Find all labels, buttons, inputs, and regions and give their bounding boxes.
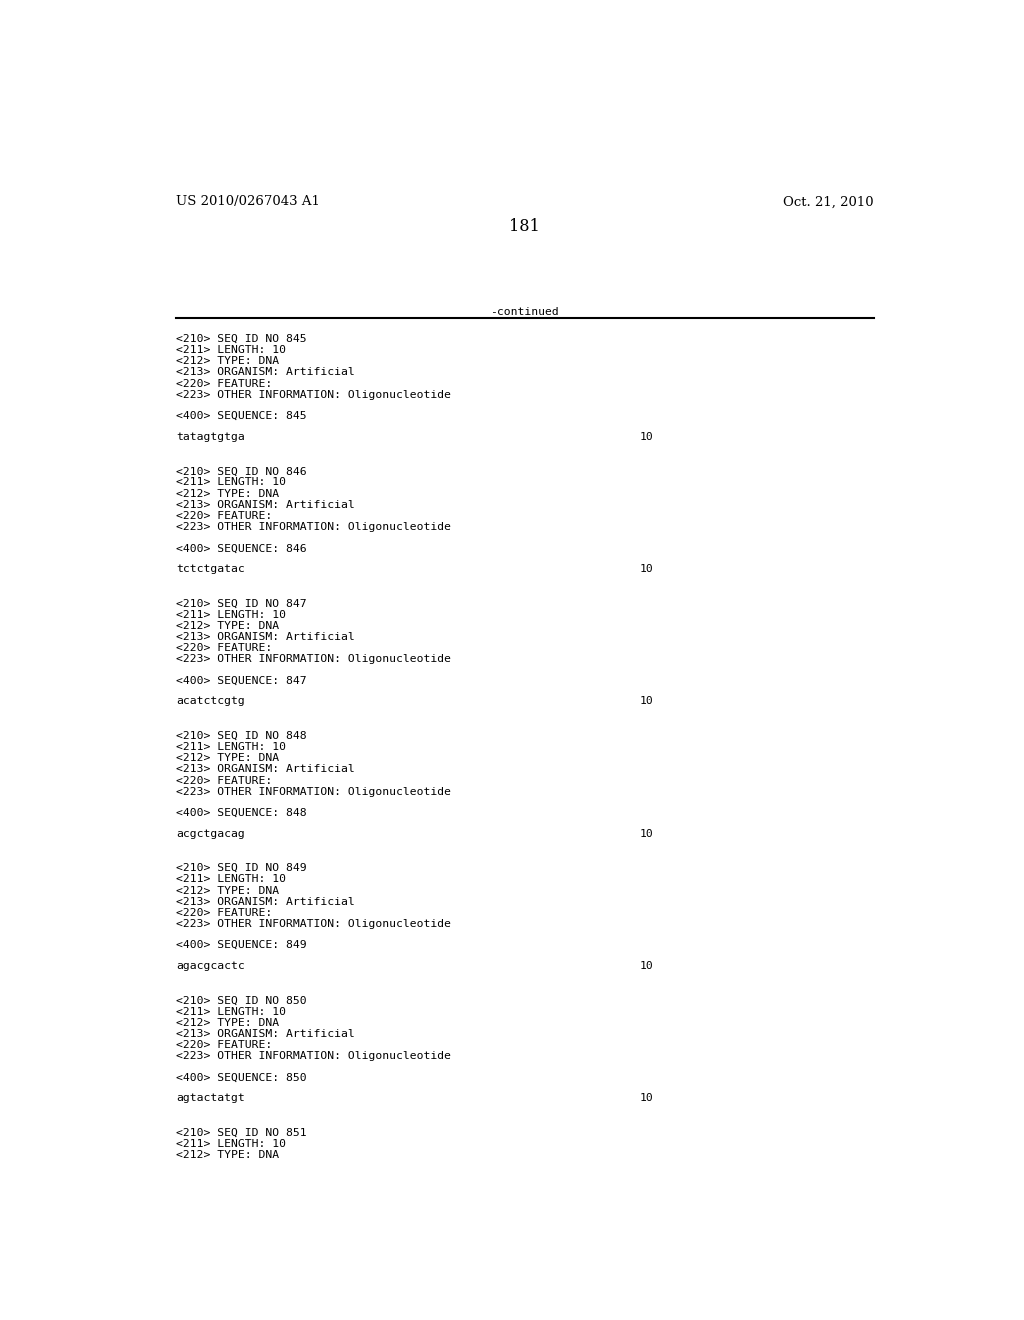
Text: <223> OTHER INFORMATION: Oligonucleotide: <223> OTHER INFORMATION: Oligonucleotide (176, 919, 451, 929)
Text: <212> TYPE: DNA: <212> TYPE: DNA (176, 1018, 280, 1028)
Text: tctctgatac: tctctgatac (176, 564, 245, 574)
Text: <220> FEATURE:: <220> FEATURE: (176, 776, 272, 785)
Text: <213> ORGANISM: Artificial: <213> ORGANISM: Artificial (176, 500, 354, 510)
Text: <210> SEQ ID NO 850: <210> SEQ ID NO 850 (176, 995, 306, 1006)
Text: <220> FEATURE:: <220> FEATURE: (176, 908, 272, 917)
Text: <211> LENGTH: 10: <211> LENGTH: 10 (176, 874, 286, 884)
Text: <210> SEQ ID NO 851: <210> SEQ ID NO 851 (176, 1127, 306, 1138)
Text: <220> FEATURE:: <220> FEATURE: (176, 379, 272, 388)
Text: 10: 10 (640, 432, 653, 442)
Text: <400> SEQUENCE: 849: <400> SEQUENCE: 849 (176, 940, 306, 950)
Text: <400> SEQUENCE: 846: <400> SEQUENCE: 846 (176, 544, 306, 553)
Text: <212> TYPE: DNA: <212> TYPE: DNA (176, 356, 280, 366)
Text: <223> OTHER INFORMATION: Oligonucleotide: <223> OTHER INFORMATION: Oligonucleotide (176, 655, 451, 664)
Text: <220> FEATURE:: <220> FEATURE: (176, 511, 272, 521)
Text: 181: 181 (509, 218, 541, 235)
Text: <213> ORGANISM: Artificial: <213> ORGANISM: Artificial (176, 896, 354, 907)
Text: <211> LENGTH: 10: <211> LENGTH: 10 (176, 1139, 286, 1148)
Text: <212> TYPE: DNA: <212> TYPE: DNA (176, 1150, 280, 1160)
Text: <212> TYPE: DNA: <212> TYPE: DNA (176, 620, 280, 631)
Text: <210> SEQ ID NO 848: <210> SEQ ID NO 848 (176, 731, 306, 741)
Text: Oct. 21, 2010: Oct. 21, 2010 (783, 195, 873, 209)
Text: <211> LENGTH: 10: <211> LENGTH: 10 (176, 1007, 286, 1016)
Text: <211> LENGTH: 10: <211> LENGTH: 10 (176, 345, 286, 355)
Text: <210> SEQ ID NO 849: <210> SEQ ID NO 849 (176, 863, 306, 874)
Text: 10: 10 (640, 1093, 653, 1104)
Text: <210> SEQ ID NO 846: <210> SEQ ID NO 846 (176, 466, 306, 477)
Text: <212> TYPE: DNA: <212> TYPE: DNA (176, 886, 280, 895)
Text: agtactatgt: agtactatgt (176, 1093, 245, 1104)
Text: -continued: -continued (490, 308, 559, 317)
Text: <220> FEATURE:: <220> FEATURE: (176, 1040, 272, 1051)
Text: 10: 10 (640, 696, 653, 706)
Text: acgctgacag: acgctgacag (176, 829, 245, 838)
Text: 10: 10 (640, 564, 653, 574)
Text: <212> TYPE: DNA: <212> TYPE: DNA (176, 754, 280, 763)
Text: <213> ORGANISM: Artificial: <213> ORGANISM: Artificial (176, 632, 354, 642)
Text: <213> ORGANISM: Artificial: <213> ORGANISM: Artificial (176, 367, 354, 378)
Text: <210> SEQ ID NO 847: <210> SEQ ID NO 847 (176, 598, 306, 609)
Text: <223> OTHER INFORMATION: Oligonucleotide: <223> OTHER INFORMATION: Oligonucleotide (176, 389, 451, 400)
Text: <400> SEQUENCE: 847: <400> SEQUENCE: 847 (176, 676, 306, 685)
Text: <213> ORGANISM: Artificial: <213> ORGANISM: Artificial (176, 764, 354, 775)
Text: <223> OTHER INFORMATION: Oligonucleotide: <223> OTHER INFORMATION: Oligonucleotide (176, 787, 451, 797)
Text: <212> TYPE: DNA: <212> TYPE: DNA (176, 488, 280, 499)
Text: <223> OTHER INFORMATION: Oligonucleotide: <223> OTHER INFORMATION: Oligonucleotide (176, 523, 451, 532)
Text: acatctcgtg: acatctcgtg (176, 696, 245, 706)
Text: <400> SEQUENCE: 848: <400> SEQUENCE: 848 (176, 808, 306, 818)
Text: <210> SEQ ID NO 845: <210> SEQ ID NO 845 (176, 334, 306, 345)
Text: <213> ORGANISM: Artificial: <213> ORGANISM: Artificial (176, 1030, 354, 1039)
Text: <211> LENGTH: 10: <211> LENGTH: 10 (176, 610, 286, 619)
Text: <211> LENGTH: 10: <211> LENGTH: 10 (176, 478, 286, 487)
Text: <223> OTHER INFORMATION: Oligonucleotide: <223> OTHER INFORMATION: Oligonucleotide (176, 1051, 451, 1061)
Text: <400> SEQUENCE: 850: <400> SEQUENCE: 850 (176, 1073, 306, 1082)
Text: agacgcactc: agacgcactc (176, 961, 245, 972)
Text: 10: 10 (640, 829, 653, 838)
Text: US 2010/0267043 A1: US 2010/0267043 A1 (176, 195, 319, 209)
Text: <220> FEATURE:: <220> FEATURE: (176, 643, 272, 653)
Text: <211> LENGTH: 10: <211> LENGTH: 10 (176, 742, 286, 752)
Text: 10: 10 (640, 961, 653, 972)
Text: tatagtgtga: tatagtgtga (176, 432, 245, 442)
Text: <400> SEQUENCE: 845: <400> SEQUENCE: 845 (176, 411, 306, 421)
